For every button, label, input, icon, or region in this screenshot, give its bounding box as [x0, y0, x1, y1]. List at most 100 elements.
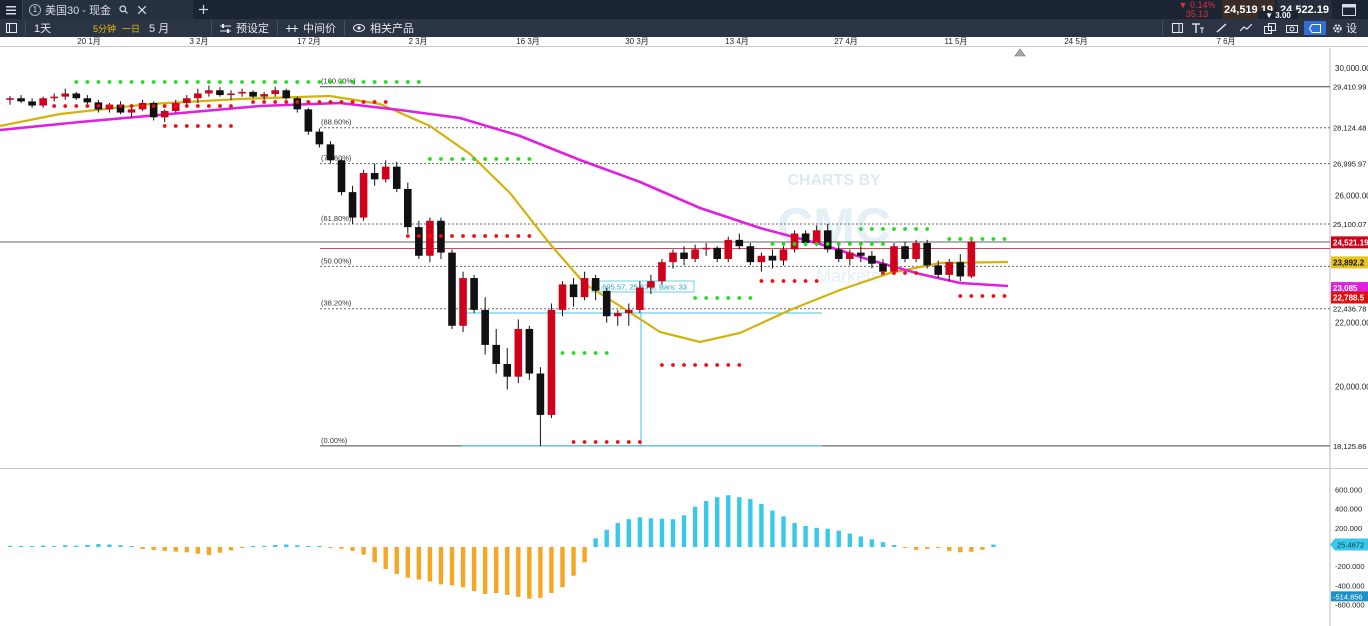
macd-bar[interactable] — [250, 546, 256, 547]
macd-bar[interactable] — [416, 547, 422, 580]
macd-bar[interactable] — [516, 547, 521, 597]
candle-body[interactable] — [127, 109, 136, 113]
macd-bar[interactable] — [361, 547, 366, 555]
macd-bar[interactable] — [217, 547, 223, 553]
candle-body[interactable] — [569, 284, 578, 298]
candle-body[interactable] — [514, 328, 523, 377]
candle-body[interactable] — [857, 252, 865, 256]
macd-bar[interactable] — [593, 538, 598, 547]
candle-body[interactable] — [735, 239, 744, 247]
macd-bar[interactable] — [549, 547, 554, 593]
candle-body[interactable] — [61, 93, 70, 97]
menu-button[interactable] — [0, 0, 22, 19]
macd-bar[interactable] — [261, 545, 267, 547]
candle-body[interactable] — [647, 281, 655, 288]
candle-body[interactable] — [470, 278, 478, 310]
macd-bar[interactable] — [107, 544, 112, 547]
candle-body[interactable] — [260, 94, 268, 97]
candle-body[interactable] — [370, 173, 379, 180]
macd-bar[interactable] — [670, 519, 676, 547]
candle-body[interactable] — [923, 243, 931, 266]
macd-bar[interactable] — [659, 518, 665, 547]
candle-body[interactable] — [227, 93, 235, 96]
candle-body[interactable] — [834, 249, 843, 259]
candle-body[interactable] — [348, 192, 357, 218]
candle-body[interactable] — [282, 90, 291, 99]
candle-body[interactable] — [149, 103, 158, 118]
macd-bar[interactable] — [924, 547, 930, 549]
window-button[interactable] — [1336, 0, 1362, 19]
candle-body[interactable] — [216, 90, 224, 96]
macd-bar[interactable] — [129, 546, 134, 547]
macd-bar[interactable] — [715, 497, 720, 547]
candle-body[interactable] — [205, 90, 213, 94]
candle-body[interactable] — [746, 246, 755, 263]
macd-bar[interactable] — [637, 517, 643, 547]
candle-body[interactable] — [415, 227, 423, 256]
macd-bar[interactable] — [880, 542, 886, 547]
candle-body[interactable] — [823, 230, 832, 250]
macd-bar[interactable] — [195, 547, 201, 554]
macd-bar[interactable] — [438, 547, 444, 585]
duplicate-button[interactable] — [1258, 19, 1282, 37]
candle-body[interactable] — [768, 255, 777, 261]
candle-body[interactable] — [492, 344, 500, 364]
macd-bar[interactable] — [372, 547, 377, 563]
related-products-button[interactable]: 相关产品 — [347, 19, 420, 37]
instrument-tab[interactable]: 1 美国30 - 现金 — [23, 0, 193, 19]
candle-body[interactable] — [846, 252, 854, 259]
candle-body[interactable] — [359, 173, 368, 218]
macd-bar[interactable] — [626, 519, 631, 547]
candle-body[interactable] — [503, 363, 512, 377]
add-tab-button[interactable] — [193, 0, 214, 19]
macd-bar[interactable] — [792, 523, 797, 547]
macd-bar[interactable] — [273, 545, 278, 547]
macd-bar[interactable] — [726, 495, 731, 547]
macd-bar[interactable] — [350, 547, 355, 551]
candle-body[interactable] — [183, 98, 191, 104]
candle-body[interactable] — [547, 309, 556, 415]
candle-body[interactable] — [326, 144, 335, 161]
macd-bar[interactable] — [560, 547, 565, 588]
tag-button[interactable] — [1304, 21, 1326, 35]
candle-body[interactable] — [50, 96, 58, 99]
macd-bar[interactable] — [902, 547, 908, 548]
macd-bar[interactable] — [18, 546, 24, 547]
candle-body[interactable] — [801, 233, 810, 244]
candle-body[interactable] — [956, 262, 965, 277]
macd-bar[interactable] — [96, 544, 101, 547]
price-chart[interactable]: CHARTS BYCMCMarkets30,000.0026,000.0022,… — [0, 48, 1368, 469]
candle-body[interactable] — [83, 98, 92, 103]
macd-bar[interactable] — [63, 545, 68, 547]
candle-body[interactable] — [392, 166, 401, 189]
interval-select[interactable]: 1天 — [28, 19, 90, 37]
candle-body[interactable] — [901, 246, 909, 259]
macd-bar[interactable] — [140, 547, 145, 549]
macd-bar[interactable] — [803, 525, 808, 547]
candle-body[interactable] — [625, 309, 633, 314]
candle-body[interactable] — [315, 131, 324, 145]
macd-bar[interactable] — [184, 547, 189, 553]
candle-body[interactable] — [602, 290, 611, 317]
indicators-button[interactable] — [1234, 19, 1258, 37]
candle-body[interactable] — [6, 98, 14, 100]
macd-bar[interactable] — [604, 529, 609, 547]
candle-body[interactable] — [790, 233, 799, 250]
macd-bar[interactable] — [40, 545, 46, 547]
macd-bar[interactable] — [29, 546, 35, 547]
macd-bar[interactable] — [582, 547, 587, 563]
close-icon[interactable] — [138, 5, 147, 14]
macd-bar[interactable] — [980, 547, 985, 550]
candle-body[interactable] — [702, 247, 710, 250]
candle-body[interactable] — [72, 93, 81, 99]
macd-bar[interactable] — [913, 547, 919, 550]
macd-bar[interactable] — [151, 547, 156, 551]
macd-bar[interactable] — [748, 499, 753, 547]
macd-bar[interactable] — [936, 547, 941, 548]
macd-bar[interactable] — [505, 547, 510, 595]
candle-body[interactable] — [404, 188, 412, 228]
candle-body[interactable] — [934, 265, 942, 275]
macd-bar[interactable] — [206, 547, 212, 556]
candle-body[interactable] — [669, 252, 677, 263]
macd-bar[interactable] — [7, 545, 13, 547]
